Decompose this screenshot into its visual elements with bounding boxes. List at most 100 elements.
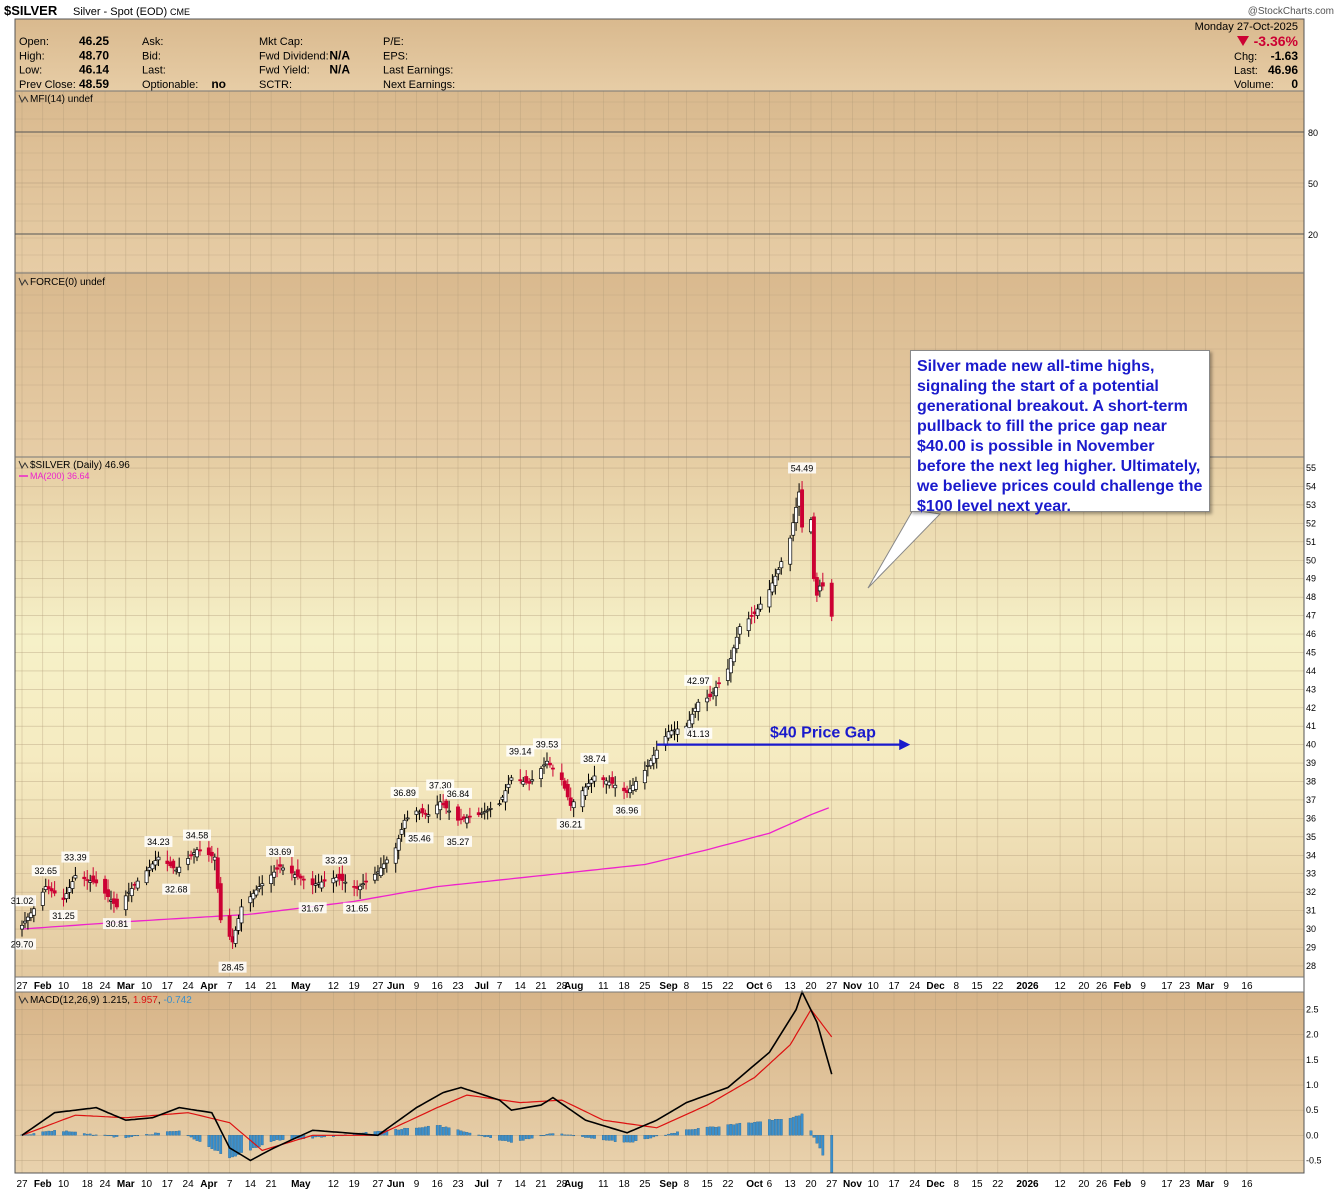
- quote-label: Next Earnings:: [383, 79, 455, 91]
- macd-histogram-bar: [685, 1129, 688, 1136]
- x-tick-label: 24: [183, 1179, 195, 1190]
- x-tick-label: May: [291, 981, 311, 992]
- macd-tick-label: 0.5: [1306, 1105, 1319, 1115]
- candle-body: [583, 786, 588, 797]
- callout-label: 37.30: [429, 780, 452, 790]
- macd-histogram-bar: [655, 1135, 659, 1137]
- macd-histogram-bar: [435, 1125, 439, 1136]
- callout-label-bg: [298, 902, 327, 914]
- candle-body: [396, 838, 401, 851]
- candle-body: [447, 810, 452, 813]
- candle-body: [456, 806, 460, 821]
- callout-label: 36.84: [447, 789, 470, 799]
- x-tick-label: 9: [1140, 981, 1146, 992]
- macd-histogram-bar: [157, 1132, 160, 1136]
- candle-body: [420, 808, 425, 814]
- quote-label: Last:: [142, 65, 166, 77]
- callout-label: 30.81: [106, 919, 129, 929]
- candle-body: [444, 800, 449, 809]
- quote-label: P/E:: [383, 36, 404, 48]
- macd-histogram-bar: [581, 1135, 584, 1137]
- candle-body: [52, 890, 57, 894]
- macd-histogram-bar: [415, 1127, 418, 1136]
- candle-body: [378, 867, 383, 876]
- macd-histogram-bar: [542, 1135, 546, 1137]
- callout-label: 28.45: [221, 963, 244, 973]
- candle-body: [820, 582, 825, 587]
- macd-histogram-bar: [50, 1131, 54, 1136]
- x-tick-label: 13: [785, 981, 797, 992]
- callout-label-bg: [788, 462, 817, 474]
- price-tick-label: 37: [1306, 795, 1316, 805]
- macd-histogram-bar: [486, 1135, 490, 1137]
- candle-body: [103, 878, 107, 894]
- x-tick-label: 8: [954, 1179, 960, 1190]
- x-tick-label: 12: [1055, 981, 1067, 992]
- x-axis-bottom: 27 Feb 10 18 24 Mar 10 17 24 Apr 7 14 21 May 12 19 27 Jun…: [16, 1179, 1253, 1190]
- annotation-box: Silver made new all-time highs, signalin…: [910, 350, 1210, 515]
- candle-body: [25, 916, 30, 921]
- callout-label: 36.96: [616, 806, 639, 816]
- price-tick-label: 46: [1306, 629, 1316, 639]
- price-tick-label: 45: [1306, 647, 1316, 657]
- candle-body: [485, 809, 490, 812]
- x-tick-label: 23: [452, 981, 464, 992]
- macd-histogram-bar: [88, 1133, 92, 1136]
- macd-histogram-bar: [418, 1127, 421, 1136]
- macd-histogram-bar: [587, 1135, 590, 1138]
- x-tick-label: 13: [785, 1179, 797, 1190]
- candle-body: [319, 881, 324, 889]
- macd-histogram-bar: [735, 1123, 739, 1136]
- x-tick-label: 9: [414, 1179, 420, 1190]
- candle-body: [82, 876, 87, 880]
- macd-histogram-bar: [281, 1135, 285, 1140]
- macd-histogram-bar: [195, 1135, 199, 1141]
- candle-body: [40, 891, 45, 906]
- candle-body: [31, 908, 36, 916]
- candle-body: [651, 754, 656, 764]
- x-tick-label: 10: [868, 981, 880, 992]
- x-tick-label: 14: [515, 981, 527, 992]
- x-tick-label: 2026: [1016, 1179, 1039, 1190]
- quote-value: 48.70: [79, 48, 109, 62]
- x-tick-label: 27: [372, 981, 384, 992]
- candle-body: [272, 871, 277, 878]
- candle-body: [767, 589, 772, 608]
- macd-histogram-bar: [71, 1131, 74, 1136]
- candle-body: [746, 618, 751, 632]
- candle-body: [239, 906, 244, 924]
- candle-body: [393, 847, 398, 864]
- macd-chart: 2.5 2.0 1.5 1.0 0.5 0.0 -0.5 MACD(12,26,9) 1.21…: [15, 989, 1322, 1173]
- candle-body: [171, 860, 176, 869]
- macd-histogram-bar: [171, 1131, 175, 1136]
- candle-body: [779, 561, 784, 569]
- price-tick-label: 43: [1306, 684, 1316, 694]
- candle-body: [547, 762, 552, 766]
- x-tick-label: Oct: [746, 981, 763, 992]
- candle-body: [373, 873, 377, 881]
- macd-histogram-bar: [29, 1134, 33, 1136]
- quote-label: Open:: [19, 36, 49, 48]
- macd-histogram-bar: [124, 1135, 128, 1138]
- macd-histogram-bar: [714, 1127, 718, 1136]
- candle-body: [195, 849, 199, 858]
- macd-legend-sep: ,: [127, 995, 133, 1006]
- candle-body: [539, 768, 544, 779]
- candle-body: [281, 867, 285, 871]
- x-tick-label: 9: [1140, 1179, 1146, 1190]
- callout-label: 29.70: [11, 940, 34, 950]
- macd-legend-prefix: MACD(12,26,9): [30, 995, 102, 1006]
- macd-histogram-bar: [510, 1135, 513, 1143]
- candle-body: [313, 883, 318, 886]
- mfi-indicator-icon: [18, 94, 29, 104]
- macd-histogram-bar: [189, 1135, 193, 1138]
- quote-label: Low:: [19, 65, 42, 77]
- price-tick-label: 55: [1306, 463, 1316, 473]
- x-tick-label: Apr: [200, 981, 217, 992]
- signal-legend-value: 1.957: [133, 995, 158, 1006]
- x-tick-label: 20: [1078, 981, 1090, 992]
- macd-histogram-bar: [385, 1130, 389, 1136]
- x-tick-label: 10: [141, 1179, 153, 1190]
- x-tick-label: 24: [99, 1179, 111, 1190]
- x-tick-label: May: [291, 1179, 311, 1190]
